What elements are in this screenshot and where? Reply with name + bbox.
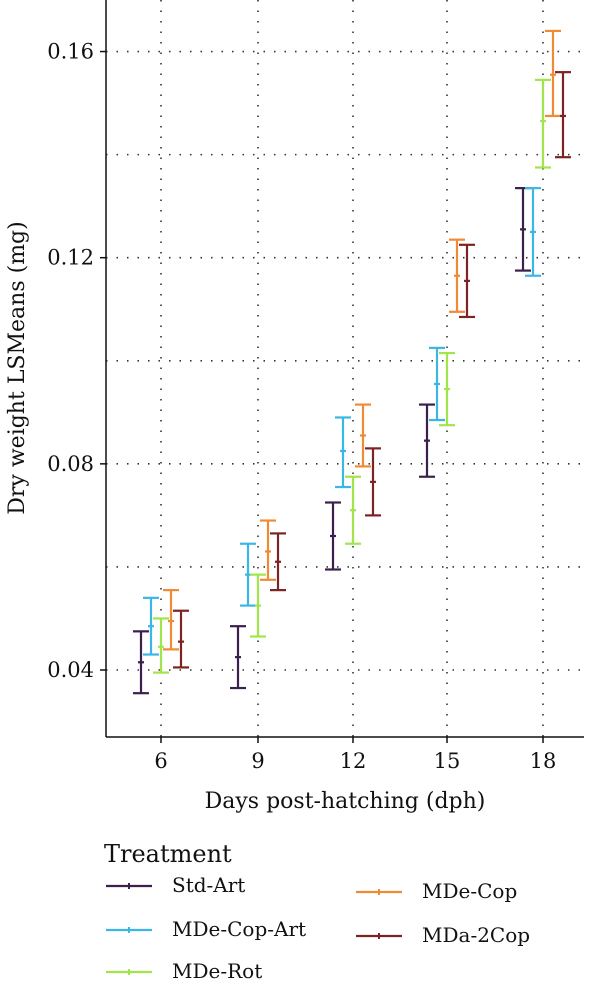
x-tick-label: 9	[251, 749, 264, 773]
error-bar	[250, 573, 266, 638]
error-bar	[335, 416, 351, 489]
error-bar	[459, 243, 475, 319]
y-tick-label: 0.16	[47, 40, 94, 64]
x-tick-label: 18	[530, 749, 557, 773]
legend-label: MDe-Rot	[172, 959, 262, 983]
legend-item: Std-Art	[106, 873, 245, 897]
error-bar-marks	[133, 29, 571, 695]
y-tick-label: 0.04	[47, 658, 94, 682]
y-tick-label: 0.08	[47, 452, 94, 476]
error-bar	[270, 532, 286, 592]
x-axis-title: Days post-hatching (dph)	[205, 789, 486, 814]
x-tick-label: 12	[340, 749, 367, 773]
error-bar	[133, 630, 149, 695]
x-tick-label: 6	[154, 749, 167, 773]
error-bar	[525, 187, 541, 277]
error-bar	[355, 403, 371, 468]
legend-title: Treatment	[104, 840, 232, 868]
y-tick-group: 0.04 0.08 0.12 0.16	[47, 40, 106, 682]
error-bar	[163, 589, 179, 651]
error-bar	[173, 609, 189, 669]
x-tick-group: 6 9 12 15 18	[154, 737, 556, 773]
legend-label: MDe-Cop	[422, 879, 517, 903]
error-bar	[143, 596, 159, 656]
legend-label: MDe-Cop-Art	[172, 917, 306, 941]
error-bar	[230, 625, 246, 690]
error-bar	[419, 403, 435, 478]
grid-lines	[106, 0, 584, 737]
error-bar	[515, 187, 531, 272]
legend-item: MDe-Rot	[106, 959, 262, 983]
legend-item: MDe-Cop-Art	[106, 917, 306, 941]
error-bar	[325, 501, 341, 571]
error-bar	[260, 519, 276, 581]
legend: Treatment Std-Art MDe-Cop-Art MDe-Rot MDe-C…	[104, 840, 530, 983]
error-bar	[535, 78, 551, 169]
error-bar	[555, 71, 571, 159]
y-tick-label: 0.12	[47, 246, 94, 270]
error-bar	[345, 475, 361, 545]
legend-item: MDa-2Cop	[356, 923, 530, 947]
legend-label: Std-Art	[172, 873, 245, 897]
error-bar	[153, 617, 169, 674]
legend-label: MDa-2Cop	[422, 923, 530, 947]
legend-item: MDe-Cop	[356, 879, 517, 903]
error-bar	[545, 29, 561, 118]
error-bar	[449, 238, 465, 313]
error-bar	[439, 351, 455, 427]
error-bar	[240, 542, 256, 607]
error-bar	[429, 346, 445, 422]
x-tick-label: 15	[434, 749, 461, 773]
y-axis-title: Dry weight LSMeans (mg)	[5, 221, 30, 514]
error-bar	[365, 447, 381, 517]
axes	[105, 0, 584, 738]
